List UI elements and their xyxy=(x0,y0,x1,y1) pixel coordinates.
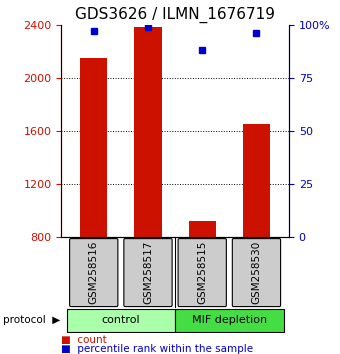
Text: GSM258515: GSM258515 xyxy=(197,241,207,304)
Bar xyxy=(243,124,270,237)
Bar xyxy=(189,221,216,237)
Text: ■  percentile rank within the sample: ■ percentile rank within the sample xyxy=(61,344,253,354)
Text: MIF depletion: MIF depletion xyxy=(192,315,267,325)
FancyBboxPatch shape xyxy=(124,239,172,307)
Bar xyxy=(175,309,284,331)
Text: control: control xyxy=(102,315,140,325)
Text: ■  count: ■ count xyxy=(61,335,107,345)
FancyBboxPatch shape xyxy=(70,239,118,307)
Text: protocol  ▶: protocol ▶ xyxy=(3,315,61,325)
Bar xyxy=(134,27,162,237)
Title: GDS3626 / ILMN_1676719: GDS3626 / ILMN_1676719 xyxy=(75,7,275,23)
Text: GSM258517: GSM258517 xyxy=(143,241,153,304)
FancyBboxPatch shape xyxy=(232,239,280,307)
Text: GSM258530: GSM258530 xyxy=(252,241,261,304)
Bar xyxy=(80,58,107,237)
Text: GSM258516: GSM258516 xyxy=(89,241,99,304)
FancyBboxPatch shape xyxy=(178,239,226,307)
Bar xyxy=(67,309,175,331)
